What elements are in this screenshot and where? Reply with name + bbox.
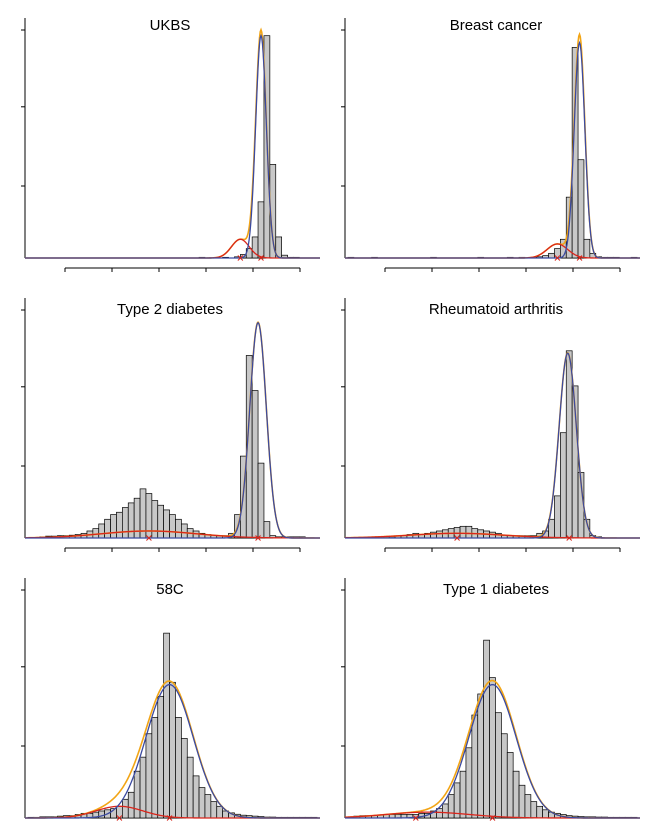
histogram-bar (175, 518, 182, 539)
histogram-bar (518, 784, 526, 819)
main-component-curve (345, 40, 640, 259)
panel-type-2-diabetes: Type 2 diabetes (21, 298, 320, 552)
panel-title: Type 1 diabetes (443, 581, 549, 598)
histogram-bar (121, 798, 129, 819)
minor-component-curve (344, 532, 640, 539)
main-component-curve (345, 352, 640, 539)
panel-type-1-diabetes: Type 1 diabetes (341, 578, 640, 821)
histogram-bar (442, 803, 449, 819)
histogram-bar (181, 523, 188, 539)
component-mean-marker (258, 255, 264, 261)
histogram-bar (506, 752, 514, 819)
component-mean-marker (255, 535, 261, 541)
panel-title: 58C (156, 581, 184, 598)
component-mean-marker (576, 255, 583, 261)
component-mean-marker (489, 815, 496, 821)
histogram-bar (530, 801, 538, 819)
histogram-bar (133, 770, 141, 819)
histogram-bar (251, 390, 259, 539)
panel-title: Type 2 diabetes (117, 301, 223, 318)
component-mean-marker (146, 535, 152, 541)
component-mean-marker (166, 815, 173, 821)
histogram-bar (157, 504, 165, 539)
histogram-bar (483, 639, 490, 819)
histogram-bar (536, 805, 544, 819)
histogram-bar (501, 733, 508, 819)
histogram-bar (495, 712, 502, 819)
panel-title: UKBS (150, 17, 191, 34)
minor-component-curve (24, 530, 320, 539)
histogram-bar (216, 805, 224, 819)
histogram-bar (263, 521, 271, 539)
histogram-bar (151, 500, 159, 539)
histogram-bar (121, 507, 129, 539)
histogram-bar (181, 738, 188, 819)
histogram-bar (145, 733, 153, 819)
histogram-bar (116, 511, 123, 539)
histogram-bar (447, 794, 455, 819)
histogram-bar (565, 350, 573, 539)
histogram-bar (542, 809, 549, 819)
histogram-bar (192, 775, 200, 819)
histogram-bar (465, 525, 473, 539)
histogram-bar (104, 518, 111, 539)
histogram-bar (186, 756, 194, 819)
histogram-bar (204, 794, 212, 819)
histogram-bar (459, 525, 467, 539)
panel-title: Breast cancer (450, 17, 543, 34)
histogram-bar (524, 794, 532, 819)
histogram-bar (151, 717, 159, 819)
histogram-bar (163, 632, 170, 819)
component-mean-marker (237, 255, 244, 261)
total-fit-curve (345, 31, 640, 259)
panel-58c: 58C (21, 578, 320, 821)
histogram-bar (477, 693, 485, 819)
histogram-bar (198, 787, 206, 819)
histogram-bar (559, 432, 567, 539)
panel-title: Rheumatoid arthritis (429, 301, 563, 318)
panel-rheumatoid-arthritis: Rheumatoid arthritis (341, 298, 640, 552)
histogram-bar (98, 523, 106, 539)
histogram-bar (127, 502, 135, 539)
histogram-bar (257, 201, 265, 259)
histogram-bar (465, 747, 473, 819)
histogram-bar (210, 801, 218, 819)
histogram-bar (583, 238, 591, 259)
histogram-bar (157, 695, 165, 819)
histogram-bar (127, 791, 135, 819)
histogram-bar (169, 681, 176, 819)
component-mean-marker (412, 815, 419, 821)
main-component-curve (25, 33, 320, 259)
component-mean-marker (454, 535, 460, 541)
histogram-bar (169, 514, 176, 539)
histogram-bar (489, 677, 496, 819)
panel-breast-cancer: Breast cancer (341, 17, 640, 272)
histogram-bar (459, 770, 467, 819)
total-fit-curve (24, 321, 320, 539)
histogram-bar (139, 756, 147, 819)
panel-ukbs: UKBS (21, 17, 320, 272)
histogram-bar (577, 159, 585, 259)
main-component-curve (345, 683, 640, 819)
main-component-curve (25, 321, 320, 539)
histogram-bar (554, 495, 561, 539)
main-component-curve (25, 683, 320, 819)
component-mean-marker (116, 815, 123, 821)
histogram-bar (471, 714, 479, 819)
component-mean-marker (554, 255, 561, 261)
total-fit-curve (344, 351, 640, 539)
histogram-bar (175, 717, 182, 819)
histogram-bar (163, 509, 170, 539)
histogram-bar (110, 514, 117, 539)
histogram-bar (257, 462, 265, 539)
histogram-bar (512, 770, 520, 819)
histogram-bar (548, 252, 555, 259)
component-mean-marker (566, 535, 573, 541)
